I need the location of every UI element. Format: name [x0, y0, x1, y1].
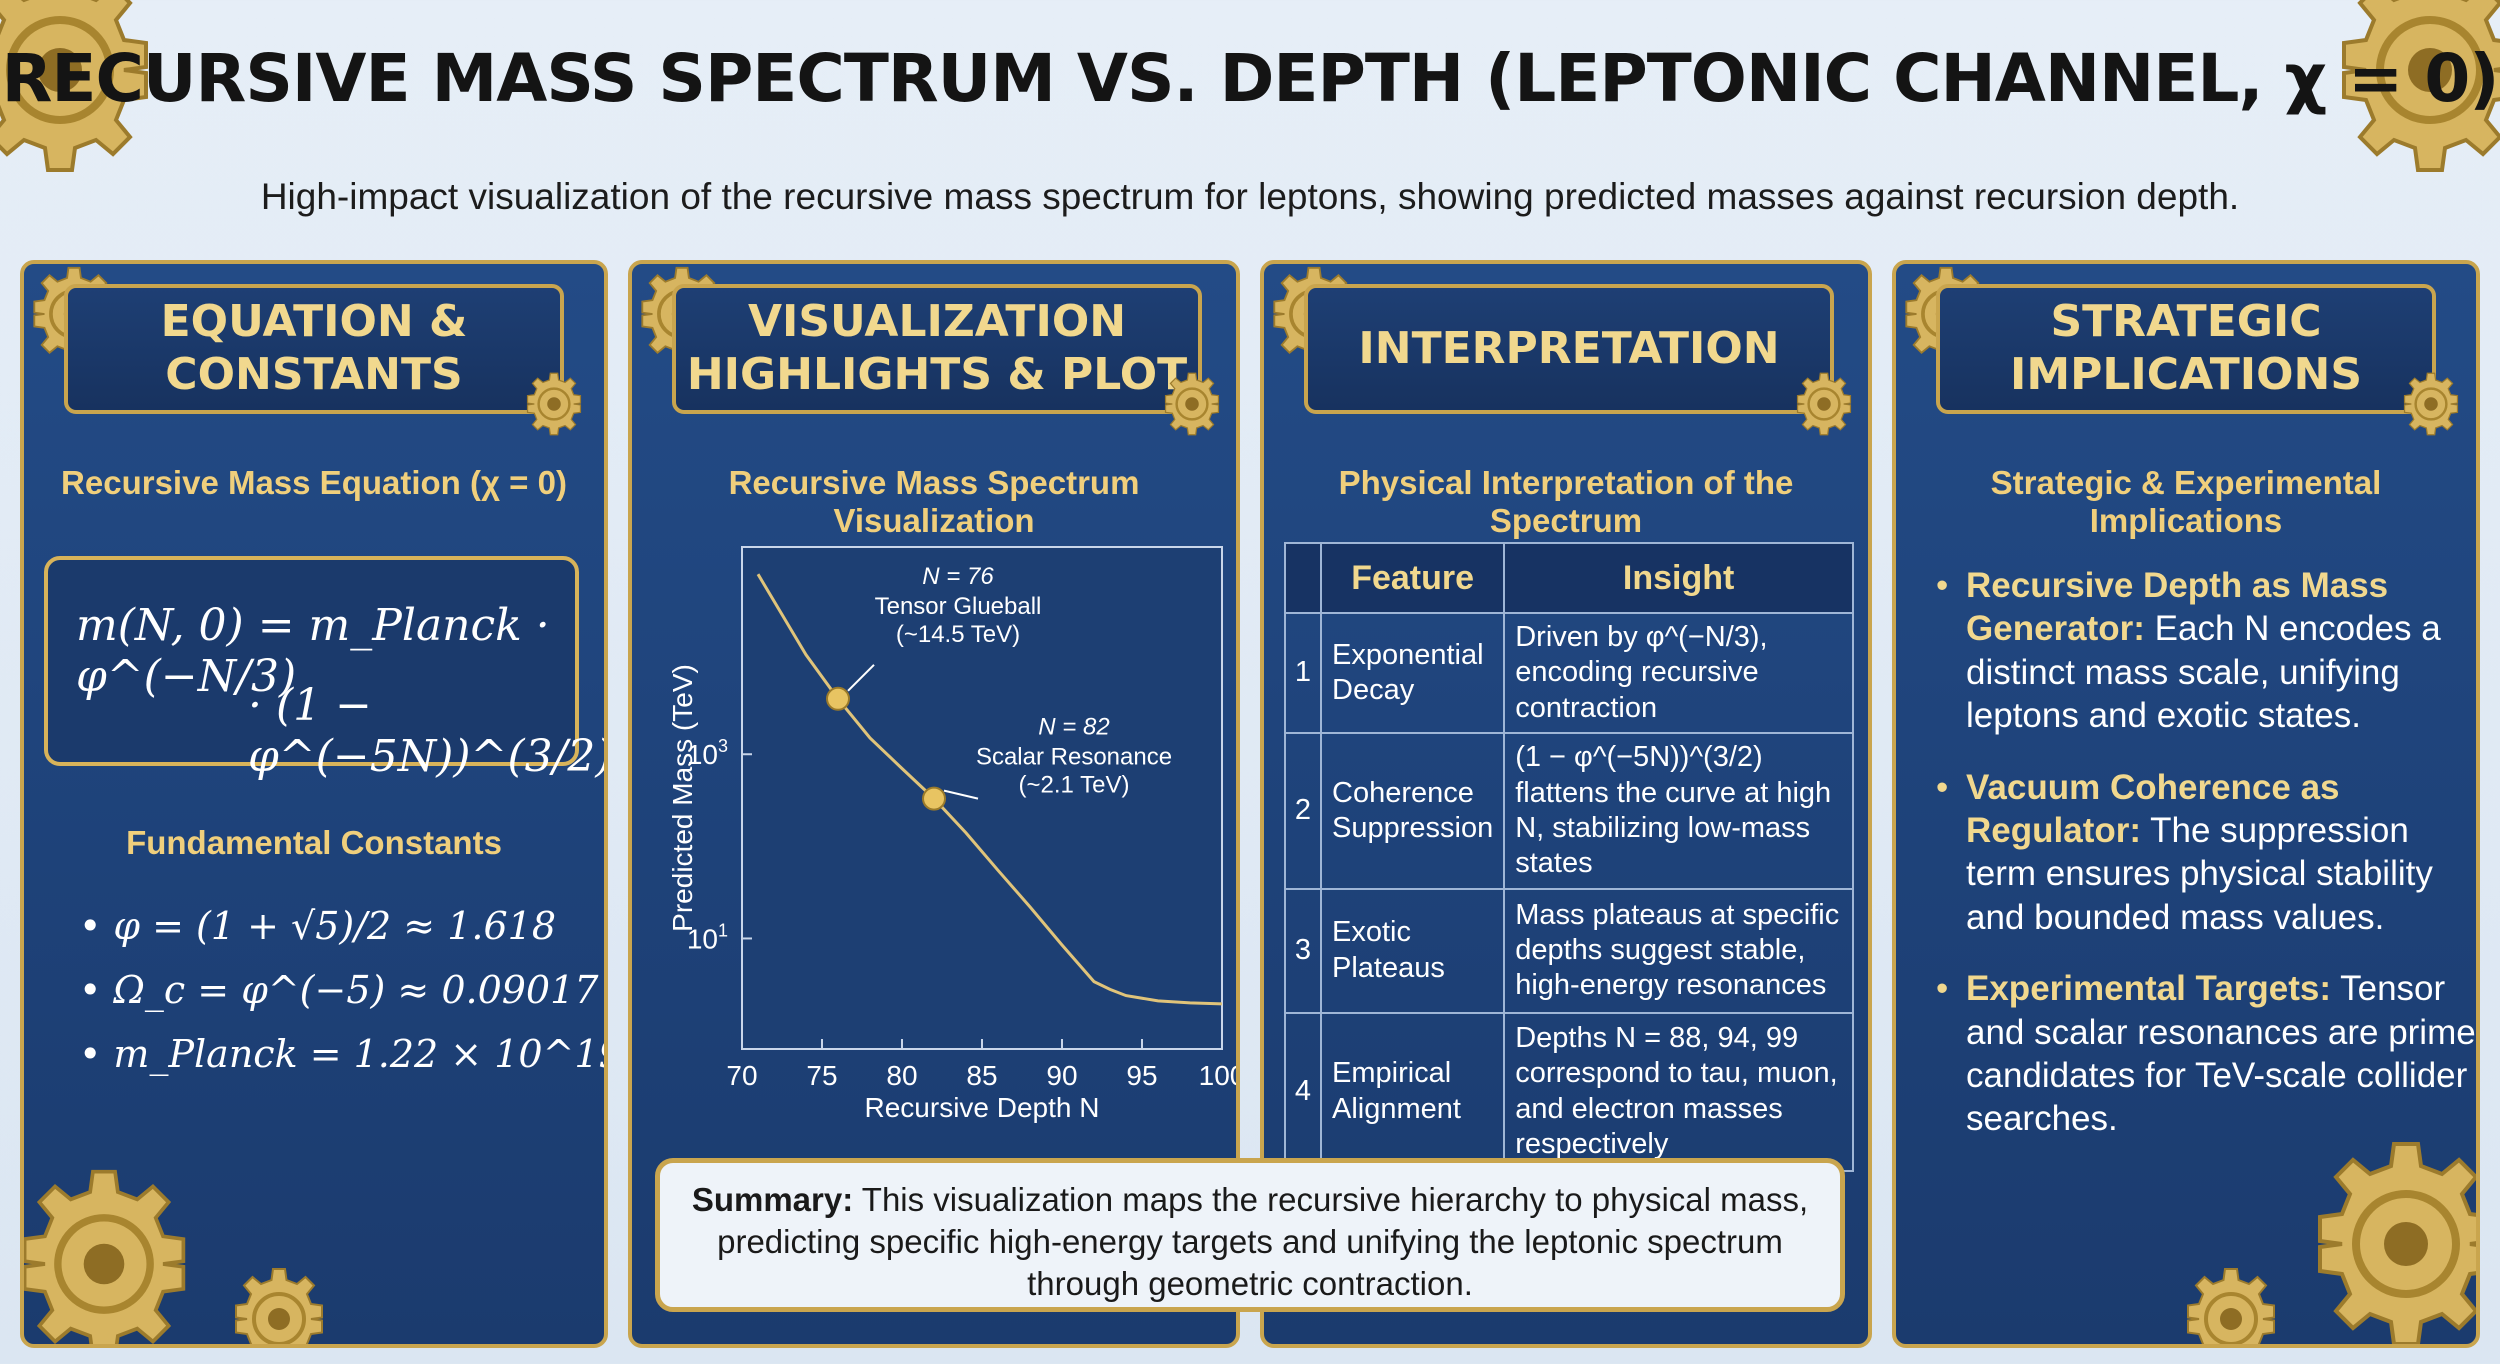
heading-line: VISUALIZATION	[747, 296, 1127, 348]
gear-icon	[20, 1144, 224, 1348]
gear-icon	[2276, 1114, 2480, 1348]
constants-heading: Fundamental Constants	[126, 824, 502, 861]
summary-label: Summary:	[691, 1181, 854, 1218]
gear-icon	[2186, 1267, 2276, 1344]
table-header: Feature	[1319, 542, 1506, 614]
constants-list: • φ = (1 + √5)/2 ≈ 1.618 • Ω_c = φ^(−5) ≈ …	[79, 904, 604, 1096]
annotation-value: (~2.1 TeV)	[1019, 772, 1130, 799]
table-row: 4 Empirical Alignment Depths N = 88, 94,…	[1284, 1011, 1854, 1172]
table-row: 2 Coherence Suppression (1 − φ^(−5N))^(3…	[1284, 732, 1854, 890]
panel-equation-constants: EQUATION & CONSTANTS Recursive Mass Equat…	[20, 260, 608, 1348]
x-tick-label: 70	[726, 1060, 757, 1091]
panel-heading: STRATEGIC IMPLICATIONS	[1936, 284, 2436, 414]
list-item: • Ω_c = φ^(−5) ≈ 0.09017	[79, 968, 599, 1012]
heading-line: INTERPRETATION	[1358, 322, 1780, 374]
table-header: Insight	[1503, 542, 1854, 614]
page-subtitle: High-impact visualization of the recursi…	[260, 176, 2240, 217]
gear-icon	[526, 372, 582, 436]
heading-line: CONSTANTS	[165, 349, 463, 400]
row-number: 4	[1284, 1011, 1322, 1172]
x-tick-label: 85	[966, 1060, 997, 1091]
page-title: RECURSIVE MASS SPECTRUM VS. DEPTH (LEPTO…	[1, 40, 2500, 117]
list-item: • Experimental Targets: Tensor and scalar…	[1936, 969, 2476, 1139]
gear-icon	[2403, 372, 2459, 436]
summary-box: Summary: This visualization maps the rec…	[655, 1158, 1845, 1312]
gear-icon	[234, 1267, 324, 1344]
panel-heading: INTERPRETATION	[1304, 284, 1834, 414]
table-row: 1 Exponential Decay Driven by φ^(−N/3), …	[1284, 611, 1854, 735]
x-tick-label: 80	[886, 1060, 917, 1091]
panel-interpretation: INTERPRETATION Physical Interpretation o…	[1260, 260, 1872, 1348]
x-axis-label: Recursive Depth N	[865, 1092, 1100, 1123]
x-tick-label: 75	[806, 1060, 837, 1091]
feature-cell: Exotic Plateaus	[1319, 887, 1506, 1014]
implications-list: • Recursive Depth as Mass Generator: Each…	[1936, 564, 2476, 1169]
insight-cell: Depths N = 88, 94, 99 correspond to tau,…	[1503, 1011, 1854, 1172]
heading-line: STRATEGIC	[2050, 296, 2322, 348]
heading-line: HIGHLIGHTS & PLOT	[686, 349, 1188, 400]
panel-subheading: Physical Interpretation of the Spectrum	[1338, 464, 1794, 539]
insight-cell: Mass plateaus at specific depths suggest…	[1503, 887, 1854, 1014]
annotation-name: Tensor Glueball	[875, 593, 1042, 620]
annotation-arrow	[847, 664, 875, 692]
heading-line: EQUATION &	[160, 296, 468, 348]
x-tick-label: 95	[1126, 1060, 1157, 1091]
panel-subheading: Recursive Mass Spectrum Visualization	[728, 464, 1140, 539]
panel-subheading: Strategic & Experimental Implications	[1990, 464, 2382, 539]
feature-cell: Exponential Decay	[1319, 611, 1506, 735]
heading-line: IMPLICATIONS	[2009, 349, 2363, 400]
feature-cell: Coherence Suppression	[1319, 732, 1506, 890]
list-item: •m_Planck = 1.22 × 10^19 GeV	[79, 1032, 604, 1076]
annotation-arrow	[943, 789, 979, 800]
summary-text: This visualization maps the recursive hi…	[717, 1181, 1809, 1302]
list-item: • Recursive Depth as Mass Generator: Each…	[1936, 566, 2441, 736]
feature-cell: Empirical Alignment	[1319, 1011, 1506, 1172]
equation-line: m(N, 0) = m_Planck · φ^(−N/3)	[76, 600, 550, 702]
insight-cell: Driven by φ^(−N/3), encoding recursive c…	[1503, 611, 1854, 735]
panel-subheading: Recursive Mass Equation (χ = 0)	[61, 464, 567, 501]
equation-line: · (1 − φ^(−5N))^(3/2)	[248, 680, 608, 782]
interpretation-table: Feature Insight 1 Exponential Decay Driv…	[1284, 542, 1854, 1172]
insight-cell: (1 − φ^(−5N))^(3/2) flattens the curve a…	[1503, 732, 1854, 890]
row-number: 1	[1284, 611, 1322, 735]
annotation-name: Scalar Resonance	[976, 744, 1172, 771]
plot-area	[741, 546, 1223, 1050]
data-point	[922, 786, 946, 811]
equation-box: m(N, 0) = m_Planck · φ^(−N/3) · (1 − φ^(…	[44, 556, 604, 782]
row-number: 3	[1284, 887, 1322, 1014]
data-point	[826, 686, 850, 711]
gear-icon	[1796, 372, 1852, 436]
row-number: 2	[1284, 732, 1322, 890]
panel-heading: EQUATION & CONSTANTS	[64, 284, 564, 414]
list-item: • Vacuum Coherence as Regulator: The supp…	[1936, 767, 2433, 937]
list-item: • φ = (1 + √5)/2 ≈ 1.618	[79, 904, 557, 948]
table-header	[1284, 542, 1322, 614]
x-tick-label: 90	[1046, 1060, 1077, 1091]
annotation-depth: N = 82	[1038, 714, 1109, 741]
panel-strategic-implications: STRATEGIC IMPLICATIONS Strategic & Experi…	[1892, 260, 2480, 1348]
annotation-value: (~14.5 TeV)	[896, 621, 1020, 648]
y-axis-label: Predicted Mass (TeV)	[667, 664, 698, 932]
series-line	[756, 573, 1223, 1006]
table-row: 3 Exotic Plateaus Mass plateaus at speci…	[1284, 887, 1854, 1014]
table-header-row: Feature Insight	[1284, 542, 1854, 614]
annotation-depth: N = 76	[922, 563, 994, 590]
panel-heading: VISUALIZATION HIGHLIGHTS & PLOT	[672, 284, 1202, 414]
x-tick-label: 100	[1199, 1060, 1240, 1091]
